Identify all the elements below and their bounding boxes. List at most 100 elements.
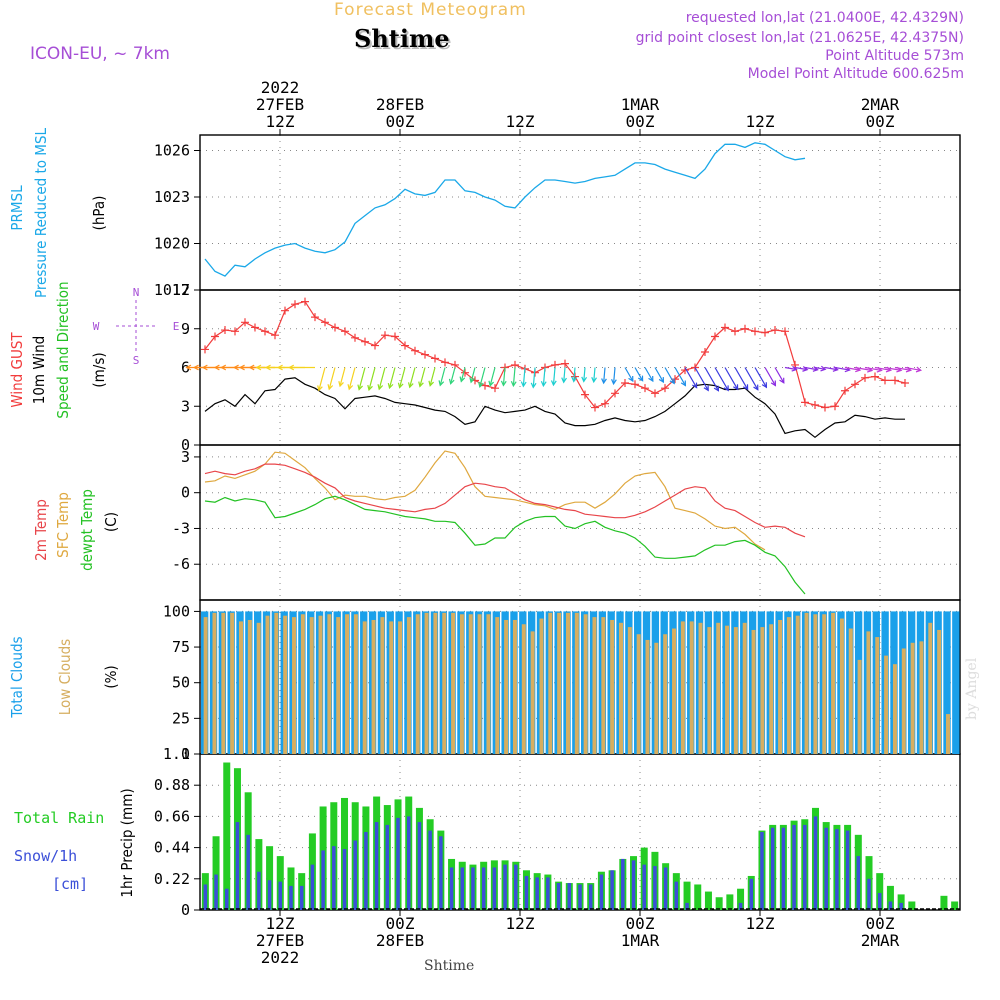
- low-cloud-bar: [512, 619, 517, 754]
- wind-arrow-head: [288, 364, 295, 371]
- wind-direction-arrow: [520, 367, 527, 388]
- place-name: Shtime: [354, 24, 450, 53]
- y-tick-label: 0: [181, 436, 190, 454]
- wind-arrow-shaft: [764, 367, 776, 386]
- wind-arrow-head: [448, 378, 455, 385]
- time-tick-label-bottom: 2022: [261, 948, 300, 967]
- rain-bar: [886, 885, 894, 910]
- rain-bar: [694, 884, 702, 910]
- snow-bar: [674, 881, 679, 910]
- gust-line: [204, 300, 906, 409]
- low-clouds-ylabel: Low Clouds: [56, 639, 74, 715]
- wind-direction-arrow: [764, 367, 777, 387]
- low-cloud-bar: [389, 621, 394, 754]
- wind-arrow-head: [407, 382, 414, 389]
- wind-direction-arrow: [448, 367, 456, 385]
- gust-ylabel: Wind GUST: [8, 332, 26, 408]
- low-cloud-bar: [486, 614, 491, 754]
- wind-direction-arrow: [601, 367, 607, 385]
- wind-direction-arrow: [459, 367, 466, 383]
- gust-marker: [351, 333, 359, 342]
- wind-arrow-shaft: [684, 367, 698, 388]
- wind-arrow-shaft: [502, 367, 506, 386]
- low-cloud-bar: [857, 659, 862, 754]
- wind-arrow-shaft: [874, 366, 891, 371]
- wind-arrow-shaft: [339, 367, 346, 387]
- time-tick-label-top: 00Z: [866, 112, 895, 131]
- gust-marker: [581, 390, 589, 399]
- low-cloud-bar: [680, 621, 685, 754]
- y-tick-label: 0.22: [154, 870, 190, 888]
- y-tick-label: 1020: [154, 235, 190, 253]
- snow-bar: [792, 824, 796, 910]
- time-tick-label-bottom: 1MAR: [621, 931, 660, 950]
- wind-arrow-head: [213, 364, 220, 371]
- wind-arrow-shaft: [348, 367, 356, 390]
- wind-arrow-head: [238, 364, 245, 371]
- low-cloud-bar: [362, 621, 367, 754]
- snow-bar: [353, 840, 357, 910]
- wind-arrow-head: [255, 364, 262, 371]
- snow-bar: [299, 885, 304, 910]
- chart-title: Forecast Meteogram: [334, 0, 527, 20]
- low-cloud-bar: [300, 614, 305, 754]
- snow-bar: [803, 824, 807, 910]
- wind-arrow-shaft: [814, 366, 826, 370]
- gust-marker: [271, 331, 279, 340]
- snow-bar: [610, 870, 614, 910]
- wind-direction-arrow: [561, 367, 567, 384]
- footer-place: Shtime: [424, 958, 475, 974]
- wind-arrow-head: [591, 377, 598, 384]
- low-cloud-bar: [574, 612, 579, 754]
- gust-marker: [481, 381, 489, 390]
- gust-marker: [841, 386, 849, 395]
- wind-direction-arrow: [469, 367, 476, 384]
- wind-direction-arrow: [500, 367, 507, 387]
- snow-bar: [599, 874, 604, 910]
- t2m-line: [204, 463, 806, 538]
- wind-direction-arrow: [654, 367, 665, 384]
- wind-arrow-head: [540, 381, 547, 388]
- wind-arrow-shaft: [318, 367, 326, 391]
- wind-arrow-head: [338, 381, 344, 388]
- total-rain-label: Total Rain: [14, 809, 104, 827]
- low-cloud-bar: [336, 617, 341, 754]
- wind-arrow-shaft: [654, 367, 664, 383]
- y-tick-label: 0: [181, 901, 190, 919]
- wind-direction-arrow: [377, 367, 386, 391]
- wind-arrow-shaft: [603, 367, 606, 384]
- gust-marker: [651, 389, 659, 398]
- low-cloud-bar: [406, 617, 411, 754]
- wind-arrow-shaft: [824, 366, 838, 371]
- gust-marker: [491, 384, 499, 393]
- wind-arrow-shaft: [479, 367, 486, 387]
- y-tick-label: 1017: [154, 281, 190, 299]
- low-cloud-bar: [892, 664, 897, 754]
- temp-unit: (C): [102, 512, 120, 532]
- gust-marker: [771, 326, 779, 335]
- snow-bar: [428, 830, 432, 910]
- gust-marker: [391, 332, 399, 341]
- gust-marker: [881, 376, 889, 385]
- wind-arrow-shaft: [904, 366, 921, 371]
- wind-arrow-head: [327, 384, 334, 391]
- wind-arrow-shaft: [512, 367, 516, 386]
- low-cloud-bar: [698, 622, 703, 754]
- wind-arrow-shaft: [409, 367, 416, 388]
- gust-marker: [281, 306, 289, 315]
- low-cloud-bar: [230, 612, 235, 754]
- wind-arrow-head: [791, 365, 798, 372]
- low-cloud-bar: [239, 621, 243, 754]
- low-cloud-bar: [274, 612, 279, 754]
- low-cloud-bar: [901, 648, 906, 754]
- gust-marker: [851, 380, 859, 389]
- wind-direction-arrow: [724, 367, 739, 391]
- gust-marker: [421, 350, 429, 359]
- sfc-ylabel: SFC Temp: [54, 492, 72, 558]
- time-tick-label-top: 1MAR: [621, 95, 660, 114]
- snow-bar: [781, 827, 786, 910]
- wind-arrow-head: [581, 376, 588, 383]
- snow-bar: [235, 822, 240, 910]
- wind-arrow-head: [201, 364, 208, 371]
